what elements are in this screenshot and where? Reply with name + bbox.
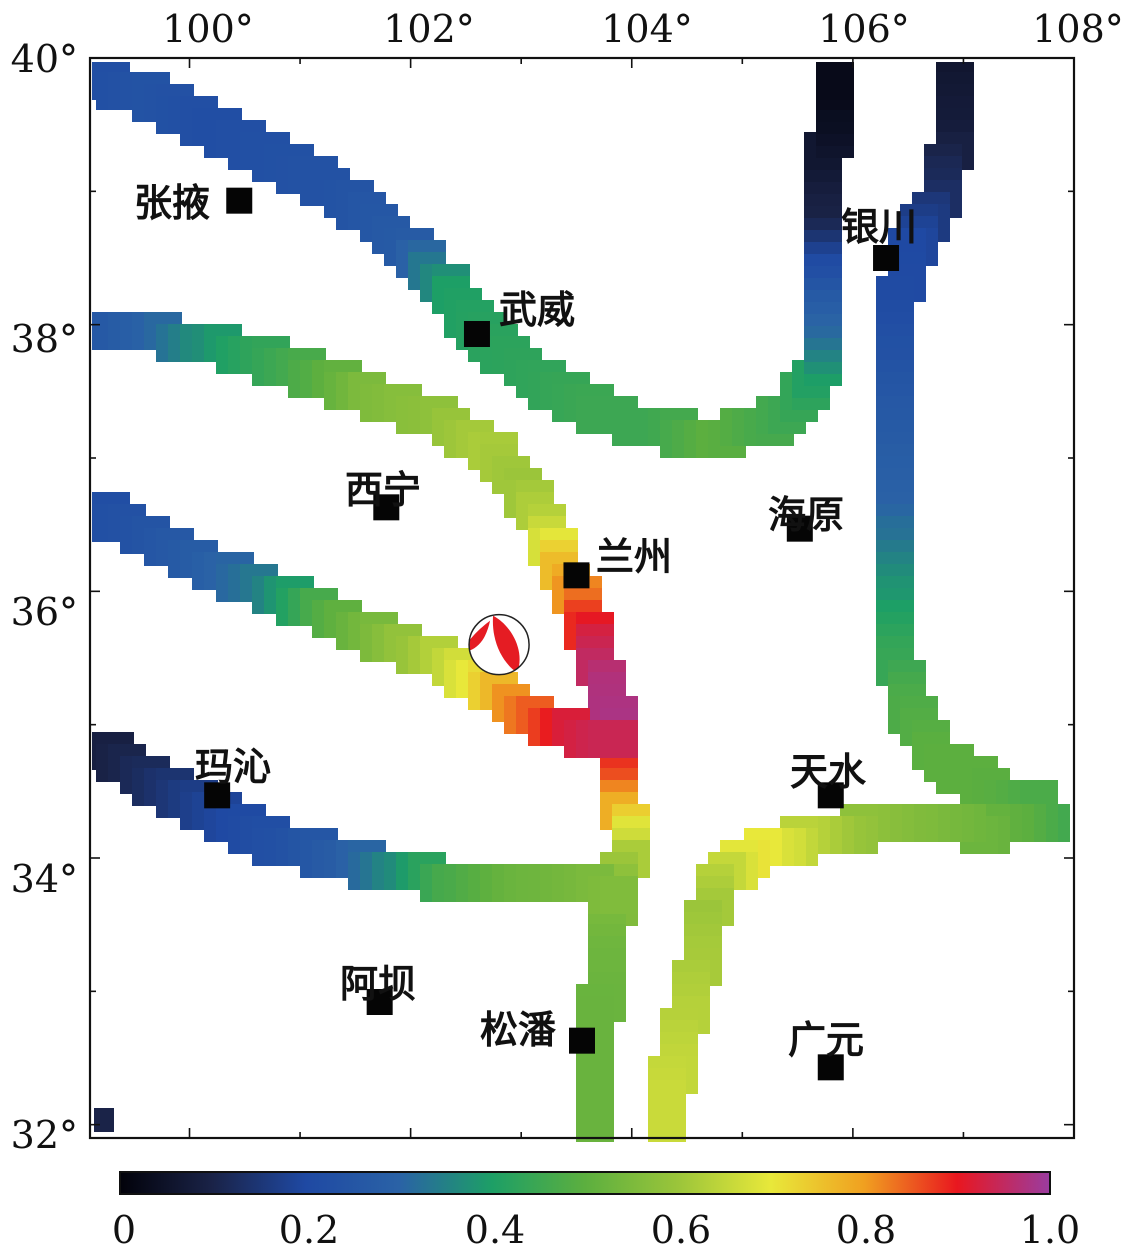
belt-helan: [876, 62, 1058, 818]
colorbar-label-1.0: 1.0: [1020, 1208, 1080, 1252]
belt-longmenshan: [648, 804, 1070, 1142]
belt-cell: [576, 1104, 614, 1142]
lat-label-40: 40°: [11, 37, 78, 81]
city-label-tianshui: 天水: [790, 749, 867, 794]
city-label-zhangye: 张掖: [134, 180, 210, 225]
colorbar-label-0.6: 0.6: [651, 1208, 711, 1252]
colorbar: [119, 1171, 1051, 1195]
focal-mechanism-beachball: [468, 613, 530, 676]
city-marker-3: [373, 494, 400, 521]
belt-cell: [600, 876, 638, 914]
lon-label-102: 102°: [383, 7, 475, 51]
belt-cell: [94, 1108, 114, 1132]
city-label-songpan: 松潘: [480, 1007, 556, 1052]
lat-label-36: 36°: [11, 590, 78, 634]
belt-west-qinling: [92, 492, 638, 758]
map-frame: [88, 56, 1076, 1140]
lon-label-108: 108°: [1032, 7, 1124, 51]
lon-label-100: 100°: [162, 7, 254, 51]
city-label-maqin: 玛沁: [195, 744, 271, 789]
city-marker-5: [786, 515, 813, 542]
city-label-yinchuan: 银川: [841, 204, 917, 249]
city-label-wuwei: 武威: [499, 287, 575, 332]
lon-label-104: 104°: [601, 7, 693, 51]
city-label-aba: 阿坝: [340, 961, 416, 1006]
belt-cell: [648, 1104, 686, 1142]
city-markers: [204, 187, 900, 1081]
lon-axis-labels: 100° 102° 104° 106° 108°: [162, 7, 1124, 51]
city-marker-8: [366, 989, 393, 1015]
value-belts: [92, 62, 1070, 1142]
city-labels: 张掖 武威 银川 西宁 兰州 海原 玛沁 天水 阿坝 松潘 广元: [134, 180, 917, 1062]
belt-east-kunlun: [92, 732, 638, 914]
belt-cell: [600, 720, 638, 758]
colorbar-label-0.2: 0.2: [279, 1208, 339, 1252]
beachball-outline: [468, 613, 530, 676]
city-label-guangyuan: 广元: [788, 1017, 864, 1062]
belt-cell: [816, 62, 854, 100]
city-marker-2: [873, 245, 900, 271]
city-marker-10: [817, 1054, 844, 1081]
city-marker-0: [226, 187, 253, 214]
lat-axis-labels: 40° 38° 36° 34° 32°: [11, 37, 78, 1157]
city-marker-6: [204, 782, 231, 809]
colorbar-label-0: 0: [112, 1208, 136, 1252]
city-marker-7: [817, 782, 844, 809]
lon-label-106: 106°: [818, 7, 910, 51]
city-marker-1: [463, 321, 490, 347]
colorbar-labels: 0 0.2 0.4 0.6 0.8 1.0: [112, 1208, 1080, 1252]
lat-label-32: 32°: [11, 1113, 78, 1157]
beachball-compression-lobe: [492, 615, 520, 673]
lat-label-38: 38°: [11, 317, 78, 361]
beachball-compression-lobe-secondary: [469, 620, 491, 651]
city-label-lanzhou: 兰州: [596, 534, 672, 579]
city-label-xining: 西宁: [345, 467, 421, 512]
city-label-haiyuan: 海原: [768, 492, 844, 537]
belt-lajishan: [92, 312, 650, 1142]
city-marker-9: [569, 1027, 595, 1054]
lat-label-34: 34°: [11, 857, 78, 901]
colorbar-label-0.4: 0.4: [465, 1208, 525, 1252]
belt-qilian-north: [92, 62, 854, 458]
colorbar-label-0.8: 0.8: [836, 1208, 896, 1252]
axis-ticks: [90, 57, 1075, 1138]
city-marker-4: [563, 562, 590, 589]
